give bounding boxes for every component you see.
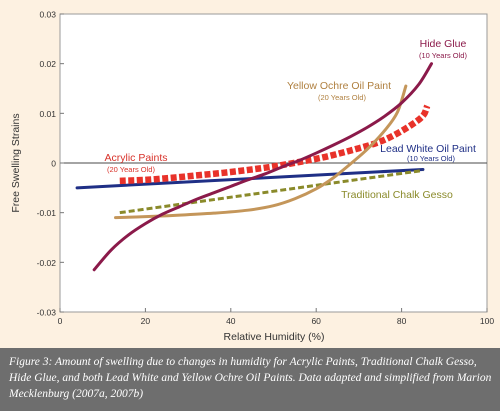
y-axis-label: Free Swelling Strains — [10, 113, 22, 212]
annotation-sublabel: (20 Years Old) — [107, 165, 155, 174]
chart: -0.03 -0.02 -0.01 0 0.01 0.02 0.03 0 20 40 60 80 10… — [10, 10, 494, 344]
annotation-sublabel: (10 Years Old) — [407, 154, 455, 163]
annotation-sublabel: (10 Years Old) — [419, 51, 467, 60]
y-tick-label: -0.03 — [37, 308, 57, 318]
caption-label: Figure 3: — [9, 356, 53, 368]
x-axis-label: Relative Humidity (%) — [224, 331, 325, 343]
caption-text: Amount of swelling due to changes in hum… — [9, 356, 492, 400]
series-layer — [75, 62, 433, 272]
y-tick-label: -0.02 — [37, 258, 57, 268]
annotation-label: Yellow Ochre Oil Paint — [287, 80, 391, 92]
x-axis-ticks: 0 20 40 60 80 100 — [58, 308, 494, 326]
annotation-label: Lead White Oil Paint — [380, 143, 476, 155]
x-tick-label: 40 — [226, 316, 236, 326]
figure-caption: Figure 3: Amount of swelling due to chan… — [0, 348, 500, 411]
annotation-layer: Hide Glue(10 Years Old)Yellow Ochre Oil … — [104, 38, 475, 201]
series-line-hide-glue — [92, 62, 433, 272]
y-tick-label: 0.01 — [39, 109, 56, 119]
series-line-yellow-ochre-oil-paint — [114, 84, 408, 220]
x-tick-label: 100 — [480, 316, 494, 326]
series-line-traditional-chalk-gesso — [119, 168, 424, 215]
y-tick-label: -0.01 — [37, 208, 57, 218]
y-tick-label: 0 — [51, 159, 56, 169]
x-tick-label: 20 — [141, 316, 151, 326]
annotation-label: Acrylic Paints — [104, 152, 167, 164]
x-tick-label: 60 — [311, 316, 321, 326]
y-tick-label: 0.02 — [39, 59, 56, 69]
x-tick-label: 80 — [397, 316, 407, 326]
annotation-label: Hide Glue — [420, 38, 467, 50]
y-axis-ticks: -0.03 -0.02 -0.01 0 0.01 0.02 0.03 — [37, 10, 64, 318]
x-tick-label: 0 — [58, 316, 63, 326]
annotation-sublabel: (20 Years Old) — [318, 93, 366, 102]
annotation-label: Traditional Chalk Gesso — [341, 189, 453, 201]
y-tick-label: 0.03 — [39, 10, 56, 20]
